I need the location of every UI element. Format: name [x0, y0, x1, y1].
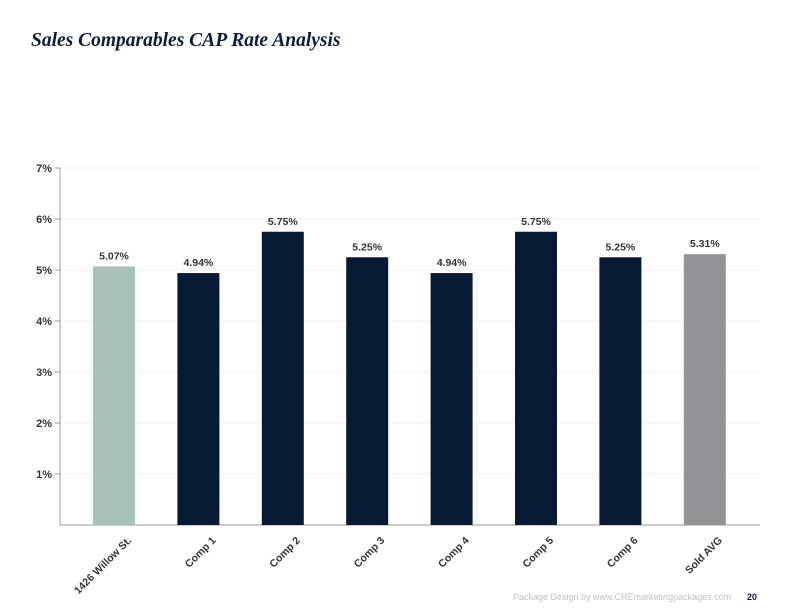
x-category-label: Comp 3 [352, 535, 388, 571]
bar [430, 273, 473, 525]
x-category-label: Comp 6 [605, 535, 641, 571]
page-title: Sales Comparables CAP Rate Analysis [31, 30, 341, 51]
x-category-label: Sold AVG [683, 535, 725, 577]
bar-value-label: 5.31% [690, 238, 720, 250]
x-category-label: Comp 2 [267, 535, 303, 571]
page-number: 20 [747, 592, 758, 602]
bar [93, 266, 135, 525]
y-tick-label: 6% [36, 214, 52, 226]
x-category-label: Comp 1 [183, 535, 219, 571]
bar [683, 254, 726, 525]
footer-credit: Package Design by www.CREmarketingpackag… [513, 592, 732, 602]
y-tick-label: 5% [36, 265, 52, 277]
bar-value-label: 5.25% [606, 241, 636, 253]
x-category-label: Comp 5 [520, 535, 556, 571]
bar-value-label: 5.75% [268, 216, 298, 228]
x-category-label: Comp 4 [436, 535, 472, 571]
bar [599, 257, 642, 525]
bar-value-label: 5.25% [352, 241, 382, 253]
bar-value-label: 5.75% [521, 216, 551, 228]
bar-value-label: 5.07% [99, 250, 129, 262]
bar [515, 231, 557, 525]
y-tick-label: 7% [36, 163, 52, 175]
bar [346, 257, 389, 525]
y-tick-label: 4% [36, 316, 52, 328]
y-tick-label: 1% [36, 469, 52, 481]
bar-value-label: 4.94% [184, 257, 214, 269]
bar-value-label: 4.94% [437, 257, 467, 269]
y-tick-label: 3% [36, 367, 52, 379]
y-tick-label: 2% [36, 418, 52, 430]
x-category-label: 1426 Willow St. [72, 535, 134, 597]
bar [177, 273, 220, 525]
bar [261, 231, 304, 525]
